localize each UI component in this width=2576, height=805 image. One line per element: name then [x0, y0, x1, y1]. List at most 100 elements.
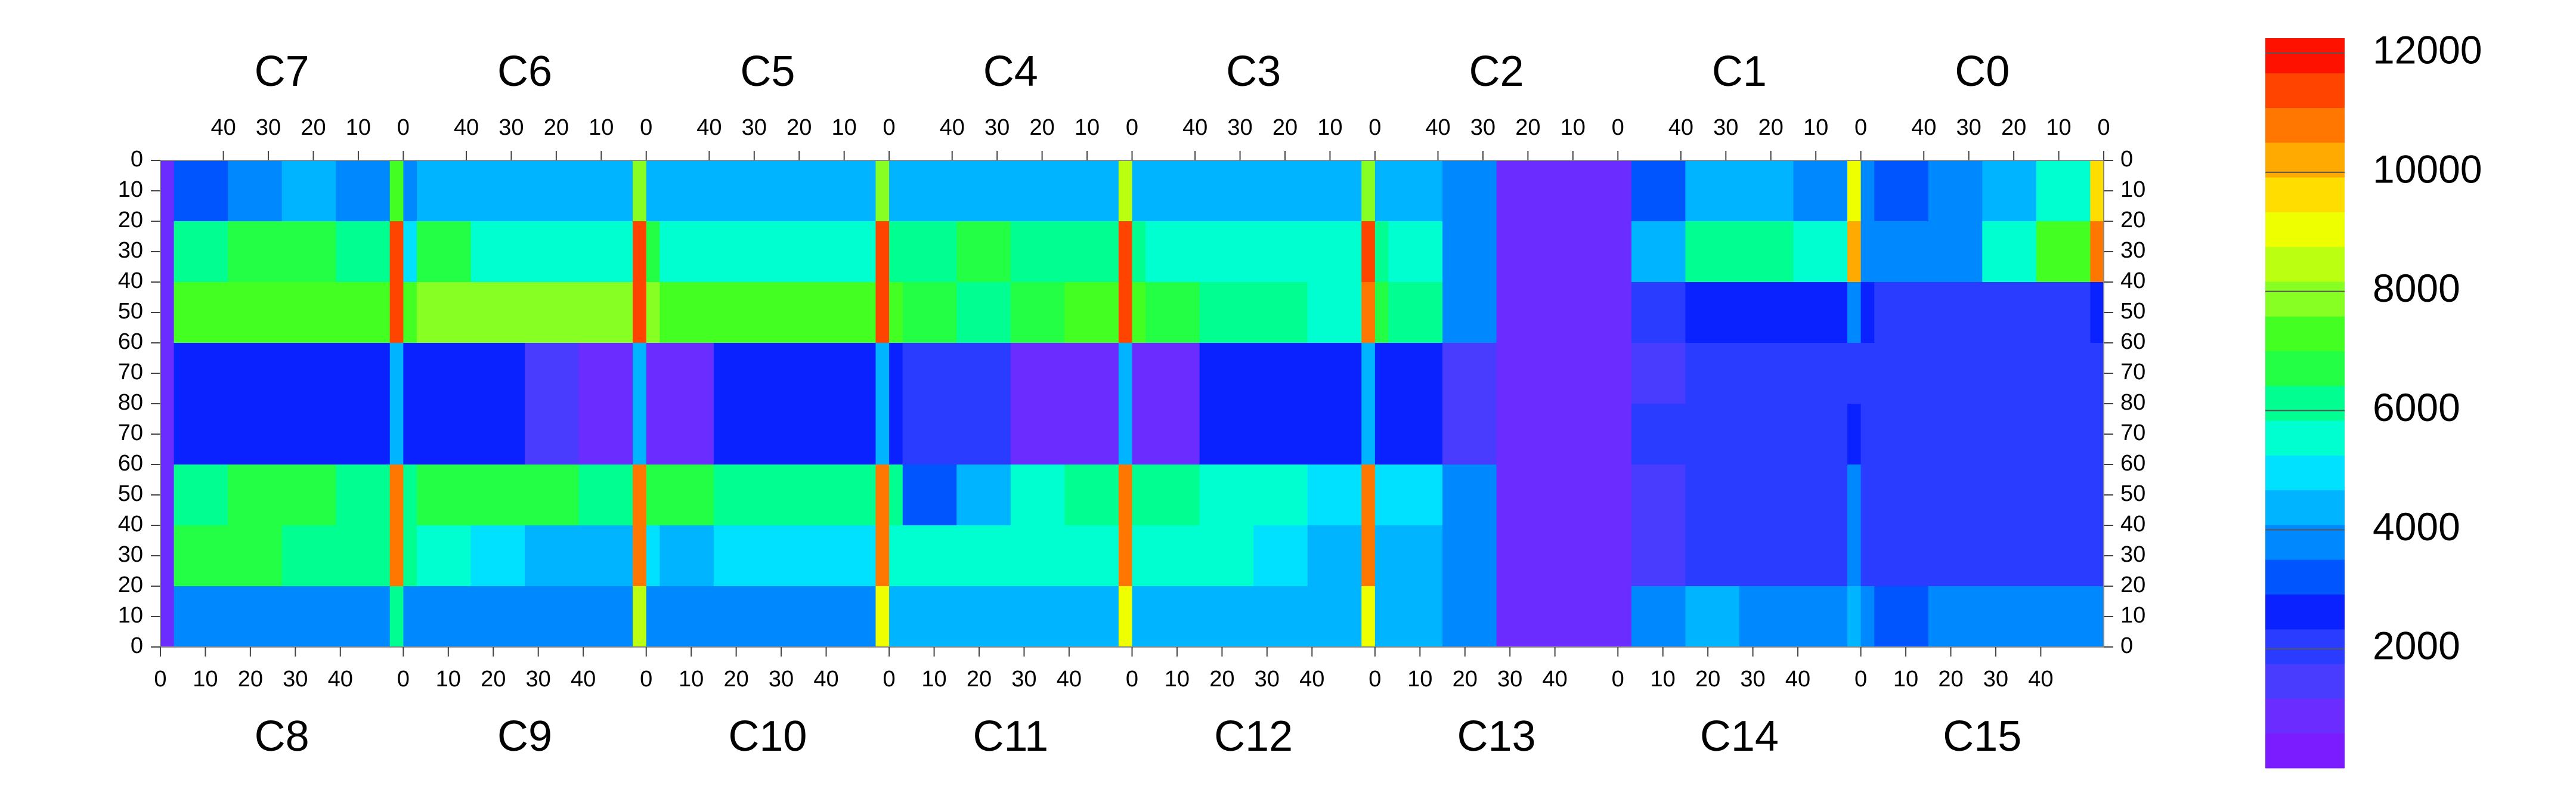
heat-cell [525, 404, 580, 465]
heat-cell [2036, 586, 2091, 648]
y-tick-label: 20 [2120, 572, 2145, 597]
heat-cell [389, 282, 404, 343]
heat-cell [160, 525, 175, 587]
heat-cell [160, 160, 175, 222]
heat-cell [1361, 221, 1376, 283]
heat-cell [2090, 586, 2104, 648]
heat-cell [2090, 221, 2104, 283]
heat-cell [1199, 160, 1254, 222]
x-tick-label: 40 [1425, 115, 1450, 140]
heat-cell [1388, 465, 1443, 526]
heat-cell [1874, 404, 1929, 465]
heat-cell [902, 282, 957, 343]
heat-cell [578, 465, 633, 526]
heat-cell [875, 343, 890, 404]
heat-cell [1496, 221, 1551, 283]
heat-cell [1145, 160, 1200, 222]
heat-cell [1928, 343, 1983, 404]
x-tick-label: 0 [883, 667, 896, 692]
heat-cell [1064, 221, 1119, 283]
heat-cell [633, 404, 647, 465]
heat-cell [889, 404, 903, 465]
heat-cell [470, 282, 525, 343]
heat-cell [1618, 465, 1632, 526]
heat-cell [1793, 221, 1848, 283]
heat-cell [2036, 525, 2091, 587]
heat-cell [633, 282, 647, 343]
x-tick-label: 20 [1209, 667, 1234, 692]
y-tick-label: 0 [131, 633, 143, 658]
heat-cell [1631, 343, 1686, 404]
heat-cell [646, 586, 660, 648]
heat-cell [646, 343, 660, 404]
heat-cell [281, 221, 336, 283]
heat-cell [389, 343, 404, 404]
heat-cell [281, 343, 336, 404]
heat-cell [336, 282, 391, 343]
heat-cell [228, 525, 283, 587]
heat-cell [1928, 282, 1983, 343]
x-tick-label: 40 [1911, 115, 1936, 140]
x-tick-label: 40 [454, 115, 479, 140]
heat-cell [1847, 465, 1862, 526]
heat-cell [578, 160, 633, 222]
heat-cell [1874, 160, 1929, 222]
x-tick-label: 10 [1317, 115, 1342, 140]
heat-cell [281, 586, 336, 648]
heat-cell [389, 221, 404, 283]
heat-cell [902, 404, 957, 465]
heat-cell [470, 586, 525, 648]
heat-cell [1361, 586, 1376, 648]
heat-cell [470, 160, 525, 222]
heat-cell [1847, 160, 1862, 222]
heat-cell [1618, 586, 1632, 648]
heat-cell [470, 343, 525, 404]
heat-cell [889, 343, 903, 404]
heat-cell [336, 465, 391, 526]
x-tick-label: 30 [1011, 667, 1036, 692]
heat-cell [1874, 221, 1929, 283]
heat-cell [1388, 221, 1443, 283]
heat-cell [821, 160, 876, 222]
x-tick-label: 20 [1515, 115, 1540, 140]
heat-cell [160, 343, 175, 404]
x-tick-label: 10 [1165, 667, 1190, 692]
heat-cell [713, 586, 768, 648]
heat-cell [1442, 586, 1497, 648]
heat-cell [174, 221, 228, 283]
heat-cell [875, 160, 890, 222]
heat-cell [1388, 404, 1443, 465]
heat-cell [525, 221, 580, 283]
heat-cell [1010, 465, 1065, 526]
x-tick-label: 10 [1651, 667, 1676, 692]
module-label: C8 [255, 713, 309, 760]
heat-cell [1145, 525, 1200, 587]
heat-cell [1442, 282, 1497, 343]
heat-cell [160, 404, 175, 465]
heat-cell [1631, 282, 1686, 343]
heat-cell [956, 465, 1011, 526]
heat-cell [633, 525, 647, 587]
colorbar-band [2265, 107, 2345, 143]
y-tick-label: 70 [118, 420, 143, 445]
heat-cell [821, 586, 876, 648]
x-tick-label: 0 [1612, 667, 1624, 692]
heat-cell [1739, 465, 1794, 526]
heat-cell [1374, 160, 1389, 222]
heat-cell [821, 343, 876, 404]
heat-cell [1860, 343, 1875, 404]
colorbar-band [2265, 628, 2345, 664]
heat-cell [1307, 404, 1362, 465]
module-label: C3 [1226, 48, 1281, 95]
heat-cell [1199, 525, 1254, 587]
heat-cell [1442, 465, 1497, 526]
heat-cell [1132, 404, 1146, 465]
heat-cell [902, 586, 957, 648]
heat-cell [403, 343, 417, 404]
heat-cell [1374, 404, 1389, 465]
heat-cell [1307, 525, 1362, 587]
heat-cell [713, 282, 768, 343]
heat-cell [403, 586, 417, 648]
heat-cell [1132, 160, 1146, 222]
heat-cell [1618, 221, 1632, 283]
